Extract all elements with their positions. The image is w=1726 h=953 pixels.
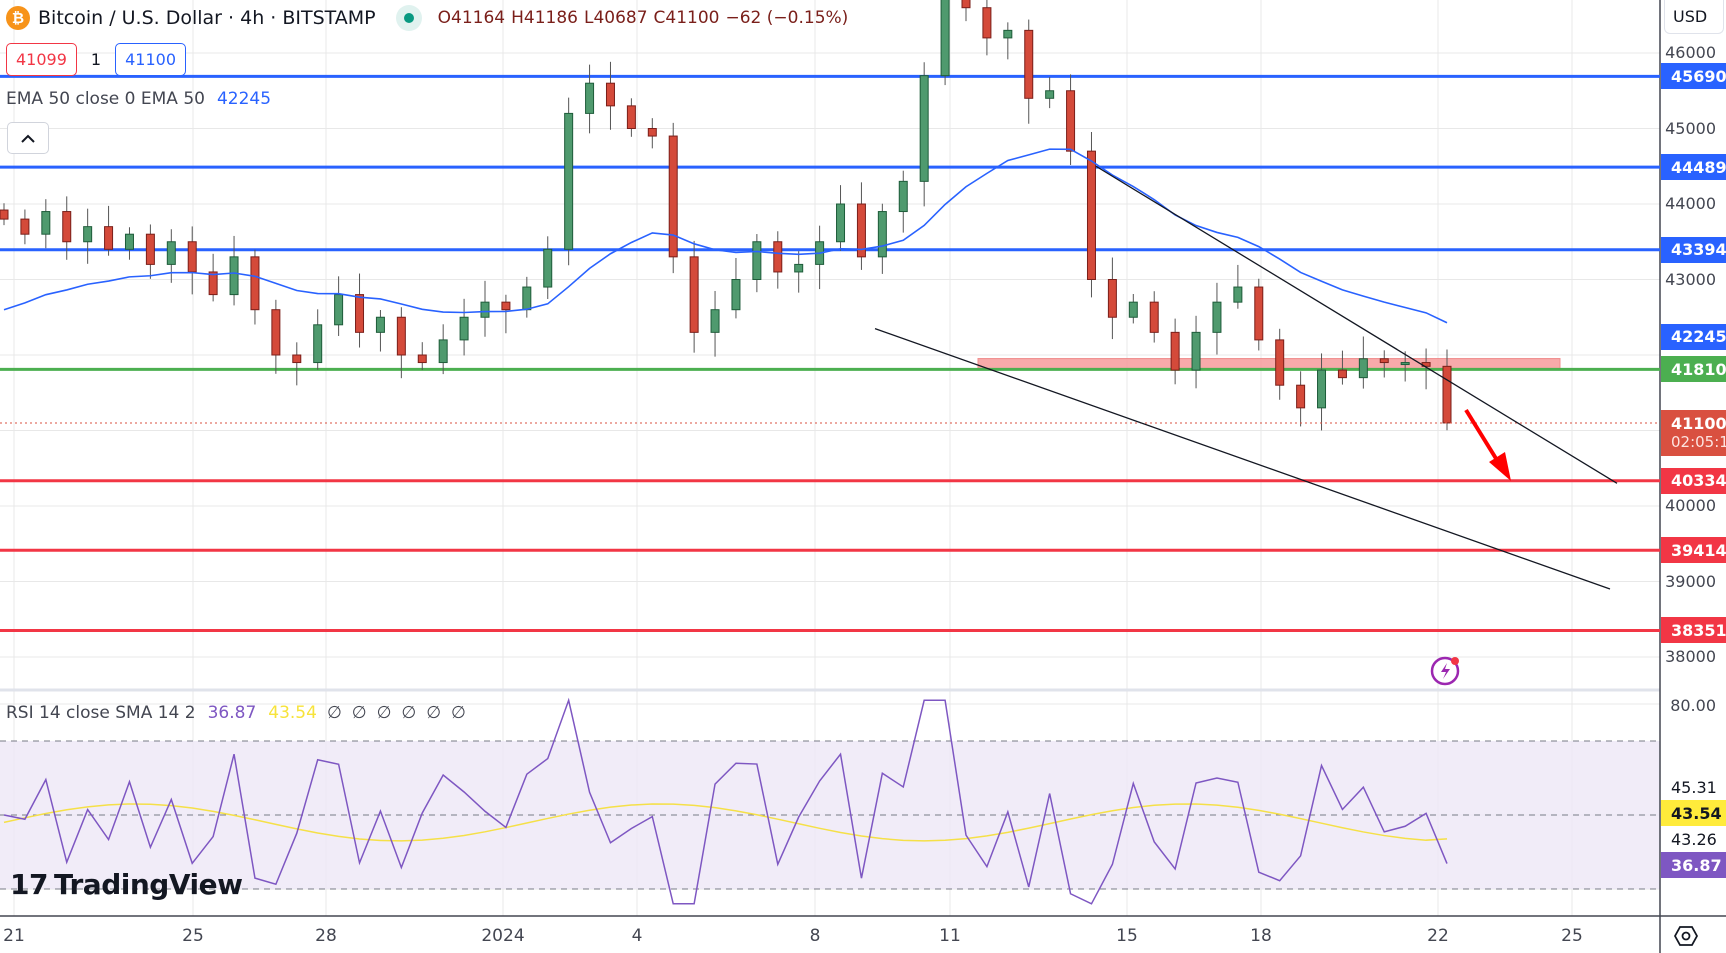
bitcoin-icon: ₿ xyxy=(6,6,30,30)
time-tick: 22 xyxy=(1427,926,1449,946)
last-price: 41100 xyxy=(1671,414,1726,434)
rsi-tag: 43.26 xyxy=(1661,826,1726,852)
price-tag-ema: 42245 xyxy=(1661,323,1726,350)
tradingview-logo[interactable]: 17 TradingView xyxy=(10,868,243,901)
symbol-legend[interactable]: ₿ Bitcoin / U.S. Dollar · 4h · BITSTAMP … xyxy=(6,4,854,32)
rsi-na-value: ∅ xyxy=(401,703,417,723)
ohlc-open: O41164 xyxy=(437,8,506,28)
price-tick: 46000 xyxy=(1665,43,1716,62)
rsi-sma-value: 43.54 xyxy=(268,703,317,723)
price-tag-resistance: 43394 xyxy=(1661,236,1726,263)
rsi-value: 36.87 xyxy=(207,703,257,723)
time-tick: 25 xyxy=(1561,926,1583,946)
market-open-icon xyxy=(395,5,422,31)
price-tick: 38000 xyxy=(1665,647,1716,666)
chevron-up-icon xyxy=(21,134,35,143)
tradingview-logo-icon: 17 xyxy=(10,868,48,901)
time-tick: 18 xyxy=(1250,926,1272,946)
price-tag-resistance: 44489 xyxy=(1661,154,1726,181)
currency-selector[interactable]: USD xyxy=(1664,0,1724,34)
time-tick: 28 xyxy=(315,926,337,946)
ema-label: EMA 50 close 0 EMA 50 xyxy=(6,89,205,109)
rsi-na-value: ∅ xyxy=(376,703,392,723)
time-tick: 21 xyxy=(3,926,25,946)
price-tick: 40000 xyxy=(1665,496,1716,515)
ohlc-close: C41100 xyxy=(653,8,720,28)
ohlc-low: L40687 xyxy=(583,8,648,28)
settings-hexagon-icon xyxy=(1674,926,1698,946)
rsi-na-value: ∅ xyxy=(326,703,342,723)
bar-countdown: 02:05:1 xyxy=(1671,433,1726,452)
price-tick: 39000 xyxy=(1665,571,1716,591)
ohlc-change: −62 (−0.15%) xyxy=(725,8,849,28)
tradingview-logo-text: TradingView xyxy=(53,868,243,901)
ema-value: 42245 xyxy=(216,89,272,109)
rsi-tag: 45.31 xyxy=(1661,774,1726,800)
rsi-legend[interactable]: RSI 14 close SMA 14 2 36.87 43.54 ∅ ∅ ∅ … xyxy=(6,703,466,723)
rsi-na-value: ∅ xyxy=(451,703,466,723)
rsi-na-value: ∅ xyxy=(351,703,367,723)
sell-button[interactable]: 41099 xyxy=(6,42,77,76)
price-tag-pivot: 41810 xyxy=(1661,356,1726,383)
time-tick: 4 xyxy=(631,926,643,946)
rsi-label: RSI 14 close SMA 14 2 xyxy=(6,703,196,723)
ema-legend[interactable]: EMA 50 close 0 EMA 50 42245 xyxy=(6,89,271,109)
price-tick: 44000 xyxy=(1665,194,1716,213)
price-tag-support: 40334 xyxy=(1661,467,1726,494)
rsi-na-value: ∅ xyxy=(426,703,441,723)
time-tick: 15 xyxy=(1116,926,1138,946)
buy-button[interactable]: 41100 xyxy=(115,42,186,76)
chart-settings-button[interactable] xyxy=(1668,922,1704,950)
price-tick: 43000 xyxy=(1665,269,1716,289)
alert-button[interactable] xyxy=(1429,653,1463,687)
price-tick: 45000 xyxy=(1665,118,1716,138)
price-tag-support: 38351 xyxy=(1661,617,1726,644)
ohlc-values: O41164 H41186 L40687 C41100 −62 (−0.15%) xyxy=(438,8,855,28)
time-tick: 25 xyxy=(182,926,204,946)
spread-value: 1 xyxy=(90,49,102,69)
price-tag-last: 41100 02:05:1 xyxy=(1661,409,1726,456)
time-tick: 2024 xyxy=(481,926,525,946)
rsi-tag: 36.87 xyxy=(1661,852,1726,878)
trade-buttons: 41099 1 41100 xyxy=(6,42,186,76)
collapse-legend-button[interactable] xyxy=(7,122,49,154)
price-tag-resistance: 45690 xyxy=(1661,63,1726,90)
rsi-tag: 43.54 xyxy=(1661,800,1726,826)
price-tag-support: 39414 xyxy=(1661,537,1726,564)
rsi-tick: 80.00 xyxy=(1670,696,1716,715)
ohlc-high: H41186 xyxy=(511,8,578,28)
symbol-title[interactable]: Bitcoin / U.S. Dollar · 4h · BITSTAMP xyxy=(38,7,376,29)
lightning-alert-icon xyxy=(1430,656,1460,686)
time-tick: 11 xyxy=(939,926,961,946)
time-tick: 8 xyxy=(809,926,821,946)
